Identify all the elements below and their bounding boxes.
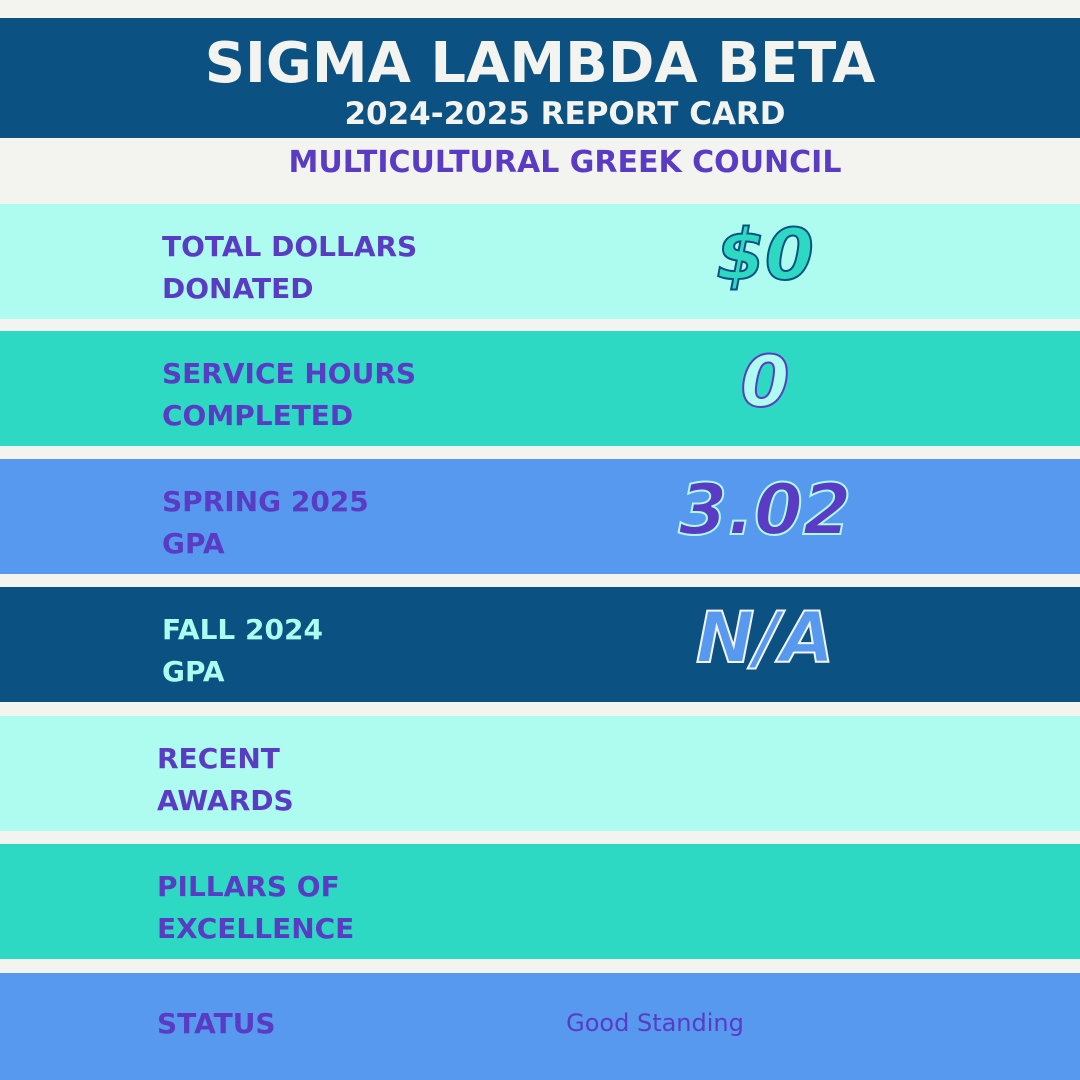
- label-line: SPRING 2025: [162, 485, 369, 518]
- label-line: GPA: [162, 527, 225, 560]
- label-line: SERVICE HOURS: [162, 357, 417, 390]
- row: FALL 2024 GPA N/A: [0, 587, 1080, 702]
- label-line: RECENT: [157, 742, 280, 775]
- row-value: 3.02: [678, 468, 853, 552]
- row-value: 0: [740, 340, 791, 424]
- label-line: DONATED: [162, 272, 314, 305]
- subtitle: 2024-2025 REPORT CARD: [344, 96, 786, 132]
- header: SIGMA LAMBDA BETA 2024-2025 REPORT CARD: [0, 18, 1080, 138]
- row-label: RECENT AWARDS: [157, 738, 294, 822]
- row-value: N/A: [695, 596, 835, 680]
- label-line: STATUS: [157, 1007, 276, 1040]
- label-line: GPA: [162, 655, 225, 688]
- row: SPRING 2025 GPA 3.02: [0, 459, 1080, 574]
- label-line: PILLARS OF: [157, 870, 340, 903]
- row-label: SPRING 2025 GPA: [162, 481, 369, 565]
- label-line: AWARDS: [157, 784, 294, 817]
- row: RECENT AWARDS: [0, 716, 1080, 831]
- row-label: PILLARS OF EXCELLENCE: [157, 866, 354, 950]
- row: SERVICE HOURS COMPLETED 0: [0, 331, 1080, 446]
- row-label: STATUS: [157, 1003, 276, 1045]
- row-value: $0: [715, 213, 814, 297]
- row-label: SERVICE HOURS COMPLETED: [162, 353, 416, 437]
- row-value: Good Standing: [566, 1009, 744, 1037]
- row-label: FALL 2024 GPA: [162, 609, 323, 693]
- row: STATUS Good Standing: [0, 973, 1080, 1080]
- council: MULTICULTURAL GREEK COUNCIL: [288, 145, 842, 180]
- label-line: TOTAL DOLLARS: [162, 230, 418, 263]
- label-line: EXCELLENCE: [157, 912, 355, 945]
- label-line: COMPLETED: [162, 399, 354, 432]
- title: SIGMA LAMBDA BETA: [204, 31, 876, 96]
- row: PILLARS OF EXCELLENCE: [0, 844, 1080, 959]
- row: TOTAL DOLLARS DONATED $0: [0, 204, 1080, 319]
- label-line: FALL 2024: [162, 613, 323, 646]
- row-label: TOTAL DOLLARS DONATED: [162, 226, 417, 310]
